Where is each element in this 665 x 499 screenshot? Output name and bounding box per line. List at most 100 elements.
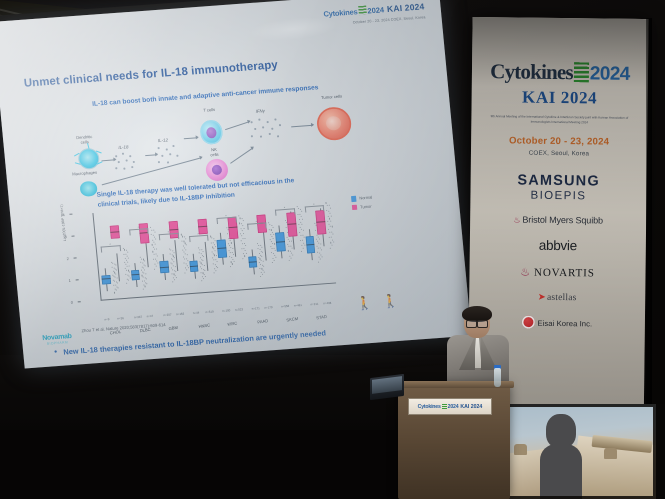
- significance-marker: *: [137, 225, 140, 230]
- podium-top-surface: [394, 381, 514, 388]
- boxplot-normal-KIRC: [216, 239, 227, 259]
- y-tick-0: 0: [70, 299, 81, 305]
- person-icon: 🚶: [381, 292, 399, 310]
- macrophage-icon: [79, 180, 98, 197]
- boxplot-normal-HNSC: [188, 260, 199, 273]
- label-nk-cells: NK cells: [210, 146, 219, 157]
- audience-silhouette-photo: [488, 404, 656, 499]
- sample-size-label: n=100: [221, 307, 231, 313]
- significance-bracket: *: [100, 243, 121, 253]
- sample-size-label: n=36: [116, 315, 124, 321]
- glasses-icon: [466, 320, 488, 328]
- slide-title: Unmet clinical needs for IL-18 immunothe…: [23, 59, 279, 90]
- significance-bracket: *: [158, 230, 179, 241]
- boxplot-normal-SKCM: [275, 232, 286, 253]
- boxplot-normal-GBM: [159, 261, 170, 274]
- presentation-slide: Cytokines 2024 KAI 2024 October 20 - 23, 2…: [0, 0, 472, 368]
- slide-logo-society: KAI 2024: [386, 1, 425, 15]
- roof-finial-icon: [604, 448, 617, 459]
- water-bottle: [494, 368, 501, 387]
- sample-size-label: n=408: [322, 300, 332, 305]
- legend-item-normal: Normal: [350, 194, 373, 202]
- significance-marker: *: [255, 220, 258, 225]
- tower-icon: [441, 403, 447, 410]
- nk-cell-icon: [204, 158, 229, 182]
- significance-marker: *: [313, 202, 315, 207]
- sample-size-label: n=519: [205, 308, 214, 314]
- label-dendritic-cells: Dendritic cells: [75, 133, 93, 145]
- sample-size-label: n=163: [175, 311, 185, 316]
- sample-size-label: n=337: [133, 314, 143, 319]
- x-label-PAAD: PAAD: [256, 318, 269, 325]
- boxplot-tumor-CHOL: [109, 225, 120, 240]
- data-points: [324, 202, 335, 249]
- sample-size-label: n=207: [163, 312, 172, 317]
- podium: Cytokines 2024 KAI 2024: [370, 365, 514, 499]
- dendritic-cell-icon: [73, 142, 103, 169]
- arrow-nk-to-ifng: [230, 147, 254, 164]
- sample-size-label: n=9: [104, 316, 110, 321]
- arrow-il12-to-tcell: [183, 137, 198, 140]
- bottle-cap: [494, 365, 501, 369]
- il18-molecules-icon: [113, 151, 145, 175]
- sample-size-label: n=179: [264, 304, 273, 310]
- legend-swatch-tumor: [351, 204, 358, 211]
- roof-finial-icon: [514, 444, 527, 455]
- boxplot-normal-CHOL: [101, 274, 111, 285]
- boxplot-normal-STAD: [305, 235, 316, 254]
- t-cell-icon: [199, 119, 224, 145]
- boxplot-tumor-HNSC: [197, 218, 208, 235]
- legend-label-normal: Normal: [359, 194, 373, 201]
- silhouette-shoulders: [540, 444, 582, 499]
- banner-right-edge: [646, 18, 652, 448]
- arrow-tcell-to-ifng: [225, 121, 250, 130]
- x-label-GBM: GBM: [168, 324, 179, 332]
- slide-logo-year: 2024: [367, 5, 385, 16]
- significance-marker: *: [283, 205, 286, 210]
- significance-marker: *: [197, 232, 199, 237]
- x-label-HNSC: HNSC: [197, 322, 210, 330]
- ifng-molecules-icon: [248, 116, 292, 145]
- speaker-hair: [462, 306, 492, 322]
- sample-size-label: n=44: [192, 310, 200, 315]
- label-t-cells: T cells: [203, 106, 216, 113]
- podium-sign-brand: Cytokines: [417, 403, 441, 410]
- chart-legend: Normal Tumor: [350, 194, 374, 213]
- label-macrophages: Macrophages: [72, 169, 98, 177]
- sample-size-label: n=523: [234, 306, 244, 312]
- slide-logo-brand: Cytokines: [323, 7, 358, 19]
- chart-group-STAD: n=211 n=408 * STAD: [300, 196, 336, 320]
- arrow-ifng-to-tumor: [291, 124, 314, 128]
- legend-swatch-normal: [350, 195, 357, 202]
- laptop: [370, 373, 404, 401]
- silhouette-head: [546, 414, 576, 448]
- significance-marker: *: [167, 230, 170, 236]
- significance-marker: *: [225, 214, 227, 219]
- projection-screen: Cytokines 2024 KAI 2024 October 20 - 23, 2…: [0, 0, 472, 368]
- arrow-dendritic-to-il18: [101, 159, 116, 162]
- podium-sign-year: 2024: [447, 403, 459, 410]
- tower-icon: [357, 5, 367, 16]
- arrow-il18-to-il12: [145, 154, 158, 156]
- boxplot-normal-DLBC: [130, 269, 141, 281]
- label-ifng: IFNγ: [255, 108, 266, 114]
- photo-frame: [488, 404, 656, 499]
- sample-size-label: n=171: [251, 305, 260, 311]
- tumor-cell-icon: [315, 106, 353, 142]
- person-walking-icon: 🚶: [355, 294, 373, 311]
- significance-bracket: *: [188, 232, 209, 242]
- x-label-KIRC: KIRC: [227, 320, 238, 327]
- right-dark-edge: [656, 404, 665, 499]
- x-label-SKCM: SKCM: [285, 315, 299, 323]
- podium-sign: Cytokines 2024 KAI 2024: [408, 398, 492, 415]
- x-label-STAD: STAD: [315, 313, 327, 321]
- sample-size-label: n=47: [146, 313, 154, 318]
- y-tick-4: 4: [62, 212, 72, 218]
- slide-conference-logo: Cytokines 2024 KAI 2024 October 20 - 23, 2…: [304, 0, 426, 24]
- y-tick-3: 3: [64, 234, 75, 240]
- label-il18: IL-18: [118, 144, 129, 151]
- audience-member-silhouette: [540, 414, 582, 499]
- slide-citation: Zhou T et al. Nature 2020;583(7817):609-…: [81, 322, 166, 334]
